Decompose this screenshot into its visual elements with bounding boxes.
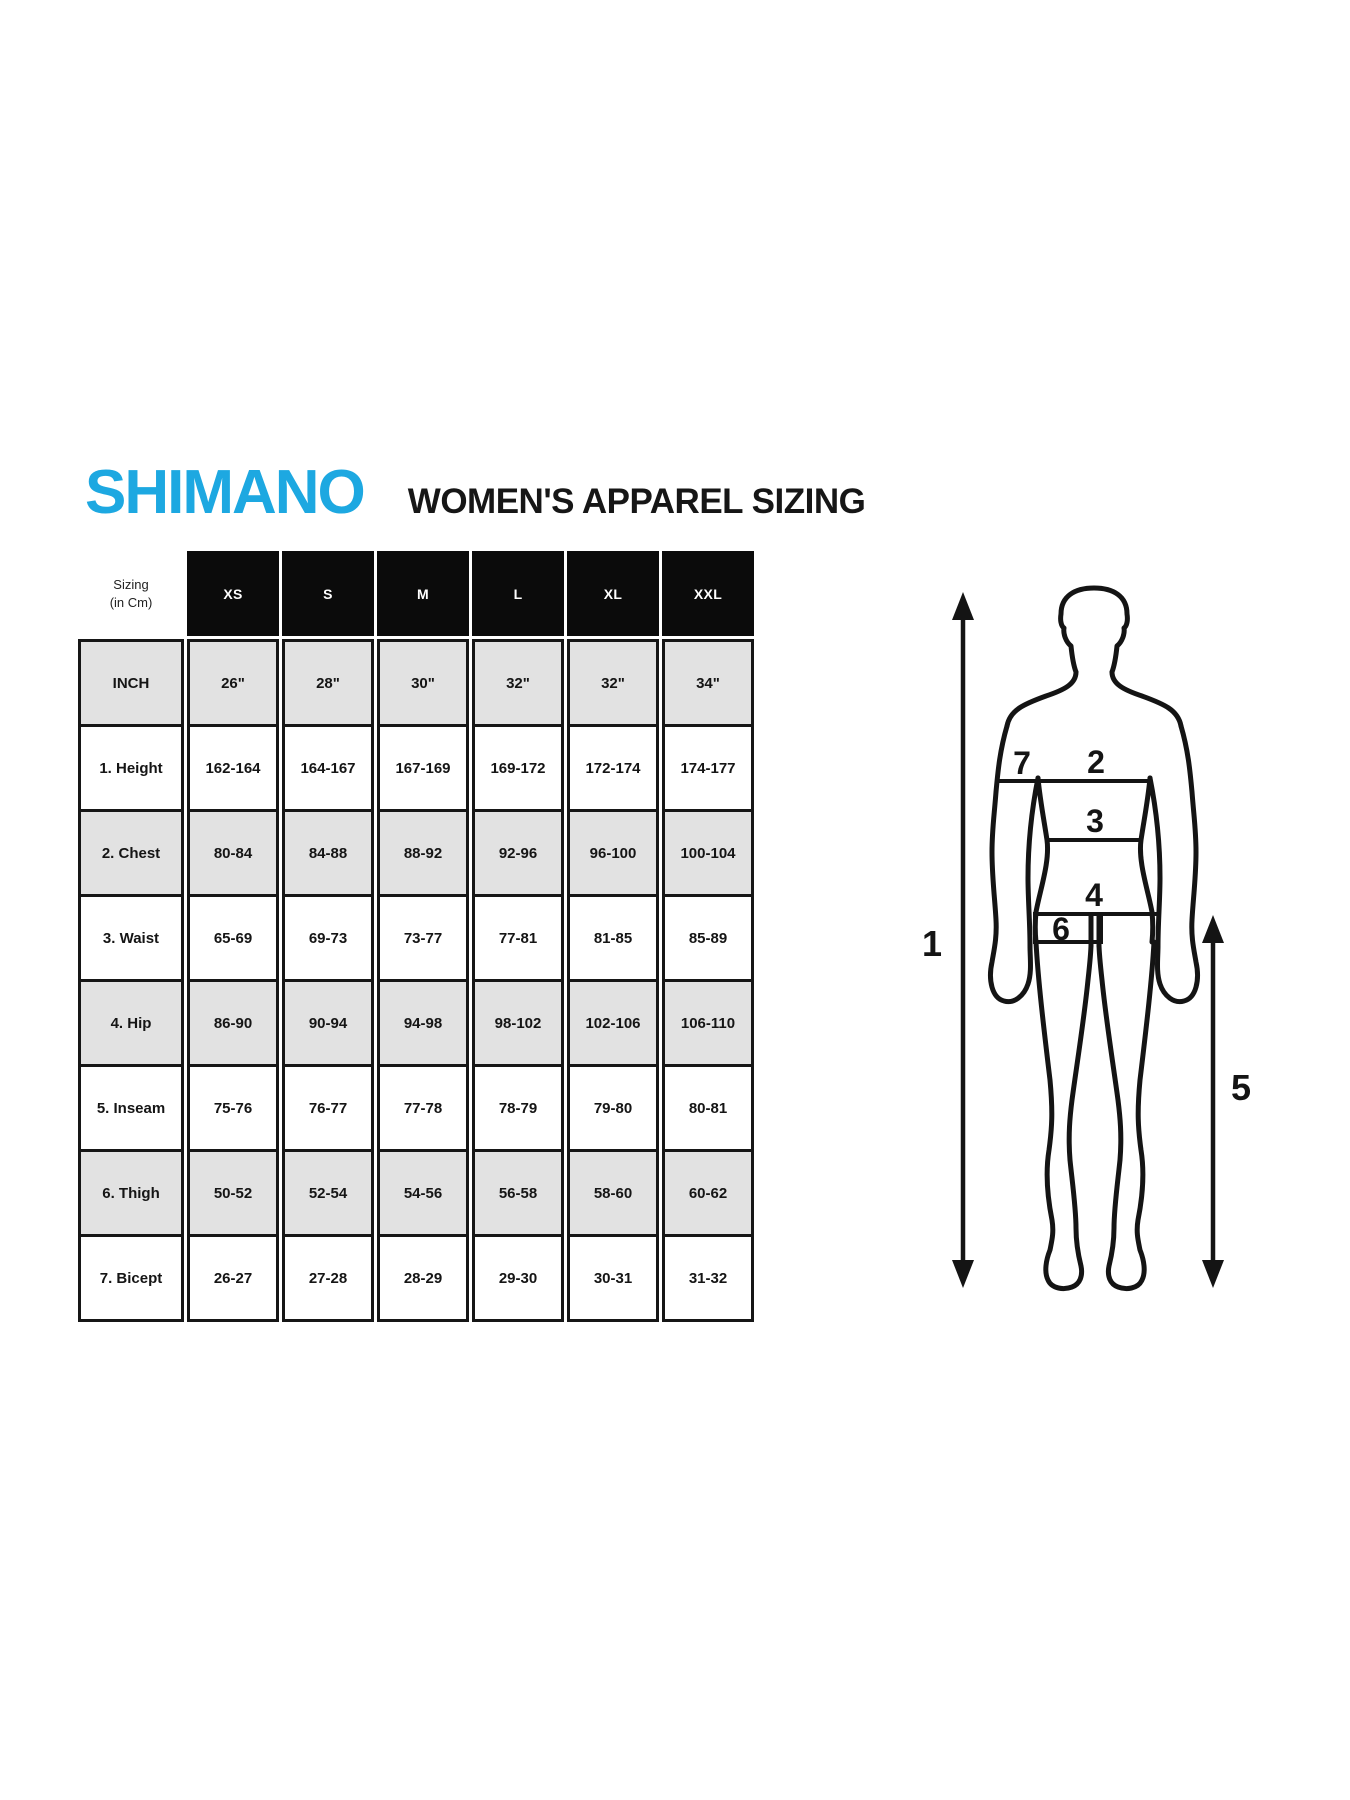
size-cell: 102-106 (567, 979, 659, 1067)
row-label-thigh: 6. Thigh (78, 1149, 184, 1237)
size-cell: 106-110 (662, 979, 754, 1067)
shimano-logo: SHIMANO (85, 458, 366, 527)
size-cell: 79-80 (567, 1064, 659, 1152)
measurement-lines (998, 779, 1157, 944)
row-label-height: 1. Height (78, 724, 184, 812)
row-label-hip: 4. Hip (78, 979, 184, 1067)
label-chest: 2 (1087, 744, 1105, 780)
column-xl: XL 32" 172-174 96-100 81-85 102-106 79-8… (567, 551, 659, 1322)
size-cell: 77-81 (472, 894, 564, 982)
size-header-l: L (472, 551, 564, 636)
size-cell: 27-28 (282, 1234, 374, 1322)
size-cell: 100-104 (662, 809, 754, 897)
size-header-xl: XL (567, 551, 659, 636)
size-cell: 32" (472, 639, 564, 727)
size-cell: 32" (567, 639, 659, 727)
arrow-up-icon (952, 592, 974, 620)
column-l: L 32" 169-172 92-96 77-81 98-102 78-79 5… (472, 551, 564, 1322)
size-cell: 30" (377, 639, 469, 727)
size-cell: 86-90 (187, 979, 279, 1067)
size-cell: 167-169 (377, 724, 469, 812)
size-header-m: M (377, 551, 469, 636)
row-label-inseam: 5. Inseam (78, 1064, 184, 1152)
size-cell: 29-30 (472, 1234, 564, 1322)
size-cell: 88-92 (377, 809, 469, 897)
size-cell: 69-73 (282, 894, 374, 982)
size-cell: 94-98 (377, 979, 469, 1067)
label-thigh: 6 (1052, 911, 1070, 947)
size-cell: 92-96 (472, 809, 564, 897)
arrow-up-icon (1202, 915, 1224, 943)
label-column: Sizing (in Cm) INCH 1. Height 2. Chest 3… (78, 551, 184, 1322)
size-cell: 172-174 (567, 724, 659, 812)
label-height: 1 (922, 923, 942, 964)
table-corner-label: Sizing (in Cm) (78, 551, 184, 636)
column-m: M 30" 167-169 88-92 73-77 94-98 77-78 54… (377, 551, 469, 1322)
size-cell: 164-167 (282, 724, 374, 812)
size-cell: 60-62 (662, 1149, 754, 1237)
size-header-xs: XS (187, 551, 279, 636)
size-cell: 90-94 (282, 979, 374, 1067)
size-cell: 75-76 (187, 1064, 279, 1152)
size-cell: 28-29 (377, 1234, 469, 1322)
arrow-down-icon (952, 1260, 974, 1288)
size-cell: 77-78 (377, 1064, 469, 1152)
size-cell: 65-69 (187, 894, 279, 982)
size-cell: 73-77 (377, 894, 469, 982)
size-cell: 80-81 (662, 1064, 754, 1152)
size-cell: 30-31 (567, 1234, 659, 1322)
size-cell: 58-60 (567, 1149, 659, 1237)
size-cell: 34" (662, 639, 754, 727)
inseam-arrow (1202, 915, 1224, 1288)
size-cell: 96-100 (567, 809, 659, 897)
size-cell: 78-79 (472, 1064, 564, 1152)
size-cell: 76-77 (282, 1064, 374, 1152)
height-arrow (952, 592, 974, 1288)
body-diagram: 1 2 3 4 5 6 7 (922, 585, 1251, 1291)
size-table: Sizing (in Cm) INCH 1. Height 2. Chest 3… (78, 551, 754, 1322)
size-cell: 80-84 (187, 809, 279, 897)
size-cell: 52-54 (282, 1149, 374, 1237)
arrow-down-icon (1202, 1260, 1224, 1288)
size-cell: 31-32 (662, 1234, 754, 1322)
size-cell: 50-52 (187, 1149, 279, 1237)
label-inseam: 5 (1231, 1067, 1251, 1108)
header: SHIMANO WOMEN'S APPAREL SIZING (85, 458, 866, 527)
row-label-bicept: 7. Bicept (78, 1234, 184, 1322)
size-cell: 54-56 (377, 1149, 469, 1237)
page-title: WOMEN'S APPAREL SIZING (407, 482, 866, 521)
size-cell: 26" (187, 639, 279, 727)
label-waist: 3 (1086, 803, 1104, 839)
size-cell: 162-164 (187, 724, 279, 812)
size-header-xxl: XXL (662, 551, 754, 636)
column-s: S 28" 164-167 84-88 69-73 90-94 76-77 52… (282, 551, 374, 1322)
size-cell: 169-172 (472, 724, 564, 812)
size-cell: 85-89 (662, 894, 754, 982)
size-cell: 174-177 (662, 724, 754, 812)
row-label-waist: 3. Waist (78, 894, 184, 982)
label-hip: 4 (1085, 877, 1103, 913)
body-figure-outline (988, 585, 1200, 1291)
size-cell: 81-85 (567, 894, 659, 982)
size-cell: 26-27 (187, 1234, 279, 1322)
size-cell: 28" (282, 639, 374, 727)
thigh-box (1033, 912, 1103, 944)
size-cell: 84-88 (282, 809, 374, 897)
column-xxl: XXL 34" 174-177 100-104 85-89 106-110 80… (662, 551, 754, 1322)
size-cell: 56-58 (472, 1149, 564, 1237)
size-cell: 98-102 (472, 979, 564, 1067)
row-label-inch: INCH (78, 639, 184, 727)
corner-line1: Sizing (113, 576, 149, 592)
size-header-s: S (282, 551, 374, 636)
column-xs: XS 26" 162-164 80-84 65-69 86-90 75-76 5… (187, 551, 279, 1322)
label-bicep: 7 (1013, 745, 1031, 781)
corner-line2: (in Cm) (109, 594, 153, 610)
row-label-chest: 2. Chest (78, 809, 184, 897)
